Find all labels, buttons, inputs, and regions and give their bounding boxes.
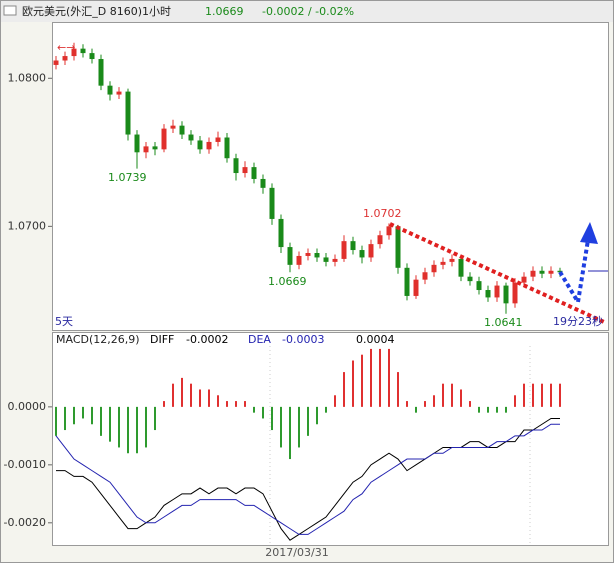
y-tick-label: -0.0010	[4, 458, 46, 471]
candle-body	[296, 255, 302, 265]
trend-line	[389, 222, 605, 324]
candle-body	[62, 56, 68, 61]
price-label: 1.0669	[268, 275, 307, 288]
legend-dea-value: -0.0003	[282, 333, 324, 346]
candle-body	[422, 272, 428, 280]
arrow-head	[580, 222, 598, 244]
macd-title: MACD(12,26,9)	[56, 333, 140, 346]
candle-body	[485, 290, 491, 298]
candle-body	[143, 146, 149, 153]
candle-body	[278, 218, 284, 248]
candle-body	[206, 141, 212, 150]
legend-dea: DEA	[248, 333, 271, 346]
candle-body	[53, 60, 59, 65]
candle-body	[386, 226, 392, 236]
candle-body	[359, 250, 365, 258]
header-bar	[1, 1, 613, 22]
header-icon[interactable]	[3, 5, 17, 16]
candle-body	[116, 91, 122, 95]
candle-body	[503, 285, 509, 304]
header-change: -0.0002 / -0.02%	[262, 5, 354, 18]
x-label: 2017/03/31	[265, 546, 328, 559]
legend-hist-value: 0.0004	[356, 333, 395, 346]
countdown: 19分23秒	[553, 314, 603, 328]
y-tick-label: -0.0020	[4, 516, 46, 529]
candle-body	[368, 244, 374, 258]
candle-body	[332, 258, 338, 262]
candle-body	[476, 281, 482, 291]
candle-body	[107, 85, 113, 95]
candle-body	[377, 235, 383, 245]
candle-body	[224, 137, 230, 159]
candle-body	[197, 140, 203, 150]
candle-body	[89, 53, 95, 60]
candle-body	[269, 187, 275, 219]
candle-body	[323, 257, 329, 262]
price-label: 1.0641	[484, 316, 523, 329]
macd-line	[55, 423, 560, 535]
candle-body	[242, 167, 248, 174]
candle-body	[170, 125, 176, 129]
candle-body	[449, 258, 455, 262]
candle-body	[404, 267, 410, 296]
candle-body	[260, 178, 266, 188]
y-tick-label: 0.0000	[8, 400, 47, 413]
candle-body	[494, 285, 500, 298]
candle-body	[179, 125, 185, 135]
legend-diff: DIFF	[150, 333, 174, 346]
candle-body	[152, 146, 158, 150]
candle-body	[539, 270, 545, 274]
candle-body	[71, 48, 77, 57]
candle-body	[431, 264, 437, 273]
candle-body	[134, 134, 140, 153]
candle-body	[521, 276, 527, 283]
candle-body	[215, 137, 221, 142]
candle-body	[413, 279, 419, 296]
candle-body	[440, 261, 446, 265]
header-title: 欧元美元(外汇_D 8160)1小时	[22, 5, 171, 18]
candle-body	[548, 270, 554, 274]
price-label: 1.0739	[108, 171, 147, 184]
price-panel	[52, 22, 609, 331]
candle-body	[188, 134, 194, 141]
candle-body	[161, 128, 167, 150]
period-label: 5天	[55, 315, 73, 328]
candle-body	[314, 253, 320, 258]
candle-body	[251, 167, 257, 179]
macd-panel	[52, 332, 609, 546]
candle-body	[530, 270, 536, 277]
candle-body	[341, 241, 347, 259]
candle-body	[125, 91, 131, 135]
candle-body	[467, 276, 473, 282]
y-tick-label: 1.0800	[8, 71, 47, 84]
candle-body	[395, 226, 401, 268]
price-label: 1.0702	[363, 207, 402, 220]
candle-body	[305, 253, 311, 256]
candle-body	[287, 247, 293, 265]
candle-body	[80, 48, 86, 54]
macd-line	[56, 417, 560, 541]
candle-body	[98, 59, 104, 86]
candle-body	[458, 258, 464, 277]
candle-body	[233, 158, 239, 174]
y-tick-label: 1.0700	[8, 219, 47, 232]
header-price: 1.0669	[205, 5, 244, 18]
candle-body	[512, 282, 518, 304]
candle-body	[350, 241, 356, 251]
legend-diff-value: -0.0002	[186, 333, 228, 346]
candle-body	[557, 270, 563, 273]
start-marker: ←→	[57, 41, 75, 54]
